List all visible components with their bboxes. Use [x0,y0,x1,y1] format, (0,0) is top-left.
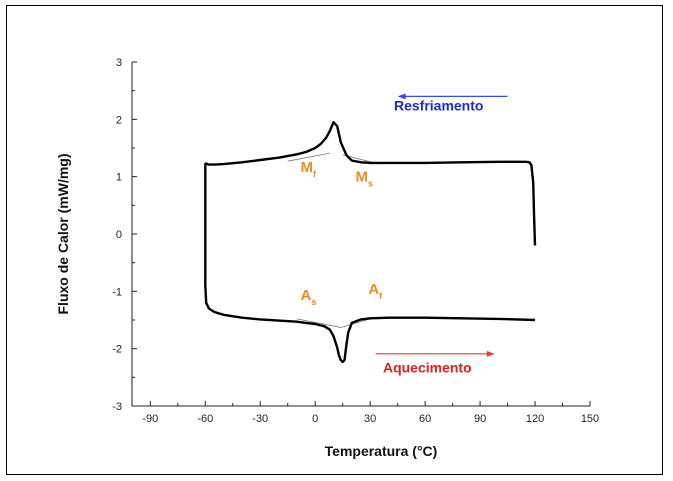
y-tick-label: 0 [116,229,122,241]
transition-label: Mf [301,159,318,179]
y-tick-label: 3 [116,57,122,69]
y-tick-label: 1 [116,172,122,184]
x-tick-label: 60 [419,413,431,425]
y-tick-label: -2 [112,344,122,356]
x-axis-title: Temperatura (°C) [325,443,438,459]
process-label: Aquecimento [383,360,472,376]
cooling-arrowhead [397,93,406,100]
heating-curve [204,165,536,364]
x-tick-label: 150 [581,413,599,425]
cooling-curve [204,121,537,246]
x-tick-label: -60 [197,413,213,425]
annotations: Mf Ms As Af Resfriamento Aquecimento [301,98,484,376]
heating-arrowhead [486,350,495,357]
axes [131,61,591,407]
transition-label: Ms [356,168,374,188]
baseline-line [287,152,330,162]
x-tick-label: 120 [526,413,544,425]
transition-label: As [301,287,317,307]
x-tick-label: 0 [312,413,318,425]
y-axis-title: Fluxo de Calor (mW/mg) [55,154,71,315]
baseline-line [340,318,371,328]
x-tick-label: 30 [364,413,376,425]
process-label: Resfriamento [394,98,483,114]
direction-arrows [375,93,508,357]
baseline-line [296,318,341,328]
y-tick-label: -3 [112,401,122,413]
x-tick-label: -30 [252,413,268,425]
chart-frame [6,5,663,475]
y-tick-label: -1 [112,286,122,298]
y-tick-label: 2 [116,114,122,126]
transition-label: Af [368,281,383,301]
data-series [204,121,537,364]
x-tick-label: 90 [474,413,486,425]
x-tick-label: -90 [142,413,158,425]
tick-labels: -3 -2 -1 0 1 2 3 -90 -60 -30 0 30 60 90 120 150 [112,57,599,425]
